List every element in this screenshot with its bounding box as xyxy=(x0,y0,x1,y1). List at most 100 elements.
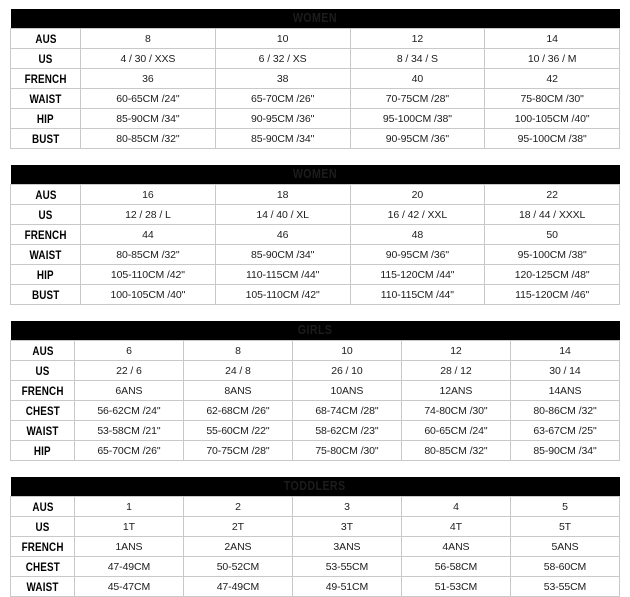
row-label-text: AUS xyxy=(31,499,54,514)
row-label-text: AUS xyxy=(34,31,57,46)
cell-value: 12ANS xyxy=(439,384,473,397)
row-label-text: WAIST xyxy=(26,423,59,438)
table-row: AUS 6 8 10 12 14 xyxy=(10,340,621,361)
cell-value: 8 xyxy=(235,344,241,357)
cell-value: 85-90CM /34" xyxy=(116,112,180,125)
cell-french-3: 10ANS xyxy=(291,380,402,401)
row-label-text: WAIST xyxy=(29,91,62,106)
row-label-text: AUS xyxy=(31,343,54,358)
cell-value: 12 xyxy=(450,344,462,357)
cell-value: 8ANS xyxy=(224,384,252,397)
row-label-waist: WAIST xyxy=(10,420,75,441)
cell-value: 10 / 36 / M xyxy=(527,52,577,65)
cell-hip-3: 115-120CM /44" xyxy=(349,264,486,285)
table-row: WAIST 53-58CM /21" 55-60CM /22" 58-62CM /23… xyxy=(10,420,621,441)
cell-hip-4: 80-85CM /32" xyxy=(400,440,511,461)
table-title: WOMEN xyxy=(10,9,620,29)
table-row: US 4 / 30 / XXS 6 / 32 / XS 8 / 34 / S 10 / … xyxy=(9,48,620,69)
cell-value: 74-80CM /30" xyxy=(424,404,488,417)
cell-value: 65-70CM /26" xyxy=(97,444,161,457)
table-row: AUS 16 18 20 22 xyxy=(9,184,620,205)
cell-value: 115-120CM /44" xyxy=(380,268,455,281)
cell-waist-1: 80-85CM /32" xyxy=(80,244,216,265)
cell-value: 4T xyxy=(449,520,462,533)
cell-french-1: 6ANS xyxy=(73,380,184,401)
cell-value: 1T xyxy=(122,520,135,533)
cell-chest-5: 58-60CM xyxy=(509,556,621,577)
cell-value: 100-105CM /40" xyxy=(514,112,590,125)
cell-aus-4: 4 xyxy=(400,496,511,517)
cell-us-3: 16 / 42 / XXL xyxy=(349,204,486,225)
row-label-text: WAIST xyxy=(29,247,62,262)
row-label-aus: AUS xyxy=(10,496,75,517)
cell-french-4: 50 xyxy=(484,224,620,245)
cell-us-1: 1T xyxy=(73,516,184,537)
table-row: FRENCH 44 46 48 50 xyxy=(9,224,620,245)
cell-value: 85-90CM /34" xyxy=(533,444,597,457)
row-label-bust: BUST xyxy=(9,284,82,305)
row-label-text: US xyxy=(35,519,50,534)
row-label-aus: AUS xyxy=(9,184,82,205)
cell-waist-2: 47-49CM xyxy=(182,576,293,597)
cell-value: 6 / 32 / XS xyxy=(258,52,307,65)
cell-french-2: 2ANS xyxy=(182,536,293,557)
cell-aus-3: 10 xyxy=(291,340,402,361)
row-label-text: CHEST xyxy=(25,403,60,418)
cell-value: 12 xyxy=(411,32,424,45)
size-table-toddlers-4: TODDLERS AUS 1 2 3 4 5 US 1T 2T 3T 4T 5T FRENCH 1ANS 2A… xyxy=(10,477,621,597)
cell-us-4: 10 / 36 / M xyxy=(484,48,620,69)
cell-value: 53-55CM xyxy=(325,560,369,573)
row-label-us: US xyxy=(9,48,82,69)
cell-us-4: 28 / 12 xyxy=(400,360,511,381)
cell-chest-2: 62-68CM /26" xyxy=(182,400,293,421)
table-title: TODDLERS xyxy=(10,477,620,497)
cell-french-4: 4ANS xyxy=(400,536,511,557)
cell-value: 3T xyxy=(340,520,353,533)
cell-value: 18 xyxy=(276,188,289,201)
cell-us-1: 22 / 6 xyxy=(73,360,184,381)
cell-value: 10 xyxy=(276,32,289,45)
cell-aus-4: 14 xyxy=(484,28,620,49)
cell-value: 18 / 44 / XXXL xyxy=(518,208,586,221)
cell-hip-1: 65-70CM /26" xyxy=(73,440,184,461)
table-row: FRENCH 1ANS 2ANS 3ANS 4ANS 5ANS xyxy=(10,536,621,557)
cell-aus-1: 16 xyxy=(80,184,216,205)
row-label-waist: WAIST xyxy=(9,88,82,109)
table-title: WOMEN xyxy=(10,165,620,185)
cell-waist-4: 75-80CM /30" xyxy=(484,88,620,109)
cell-value: 58-60CM xyxy=(543,560,587,573)
cell-aus-2: 8 xyxy=(182,340,293,361)
row-label-chest: CHEST xyxy=(10,556,75,577)
cell-value: 60-65CM /24" xyxy=(116,92,180,105)
row-label-text: CHEST xyxy=(25,559,60,574)
row-label-text: US xyxy=(38,207,53,222)
cell-value: 14 xyxy=(559,344,571,357)
cell-value: 48 xyxy=(411,228,424,241)
size-table-women-1: WOMEN AUS 8 10 12 14 US 4 / 30 / XXS 6 / 32 / XS… xyxy=(9,9,620,149)
cell-aus-5: 5 xyxy=(509,496,621,517)
cell-value: 36 xyxy=(142,72,154,85)
cell-value: 30 / 14 xyxy=(549,364,581,377)
table-row: HIP 65-70CM /26" 70-75CM /28" 75-80CM /30" 8… xyxy=(10,440,621,461)
row-label-text: FRENCH xyxy=(24,71,67,86)
cell-value: 58-62CM /23" xyxy=(315,424,379,437)
row-label-text: FRENCH xyxy=(21,539,64,554)
cell-value: 53-58CM /21" xyxy=(97,424,161,437)
cell-french-2: 46 xyxy=(214,224,351,245)
table-row: US 1T 2T 3T 4T 5T xyxy=(10,516,621,537)
table-row: WAIST 60-65CM /24" 65-70CM /26" 70-75CM /28… xyxy=(9,88,620,109)
cell-value: 22 xyxy=(546,188,558,201)
cell-waist-4: 95-100CM /38" xyxy=(484,244,620,265)
cell-hip-4: 100-105CM /40" xyxy=(484,108,620,129)
cell-us-2: 24 / 8 xyxy=(182,360,293,381)
cell-us-3: 26 / 10 xyxy=(291,360,402,381)
table-row: HIP 85-90CM /34" 90-95CM /36" 95-100CM /38"… xyxy=(9,108,620,129)
cell-waist-2: 55-60CM /22" xyxy=(182,420,293,441)
row-label-hip: HIP xyxy=(10,440,75,461)
cell-value: 85-90CM /34" xyxy=(251,248,315,261)
cell-value: 45-47CM xyxy=(107,580,151,593)
cell-value: 14ANS xyxy=(548,384,582,397)
cell-value: 55-60CM /22" xyxy=(206,424,270,437)
cell-value: 120-125CM /48" xyxy=(514,268,590,281)
